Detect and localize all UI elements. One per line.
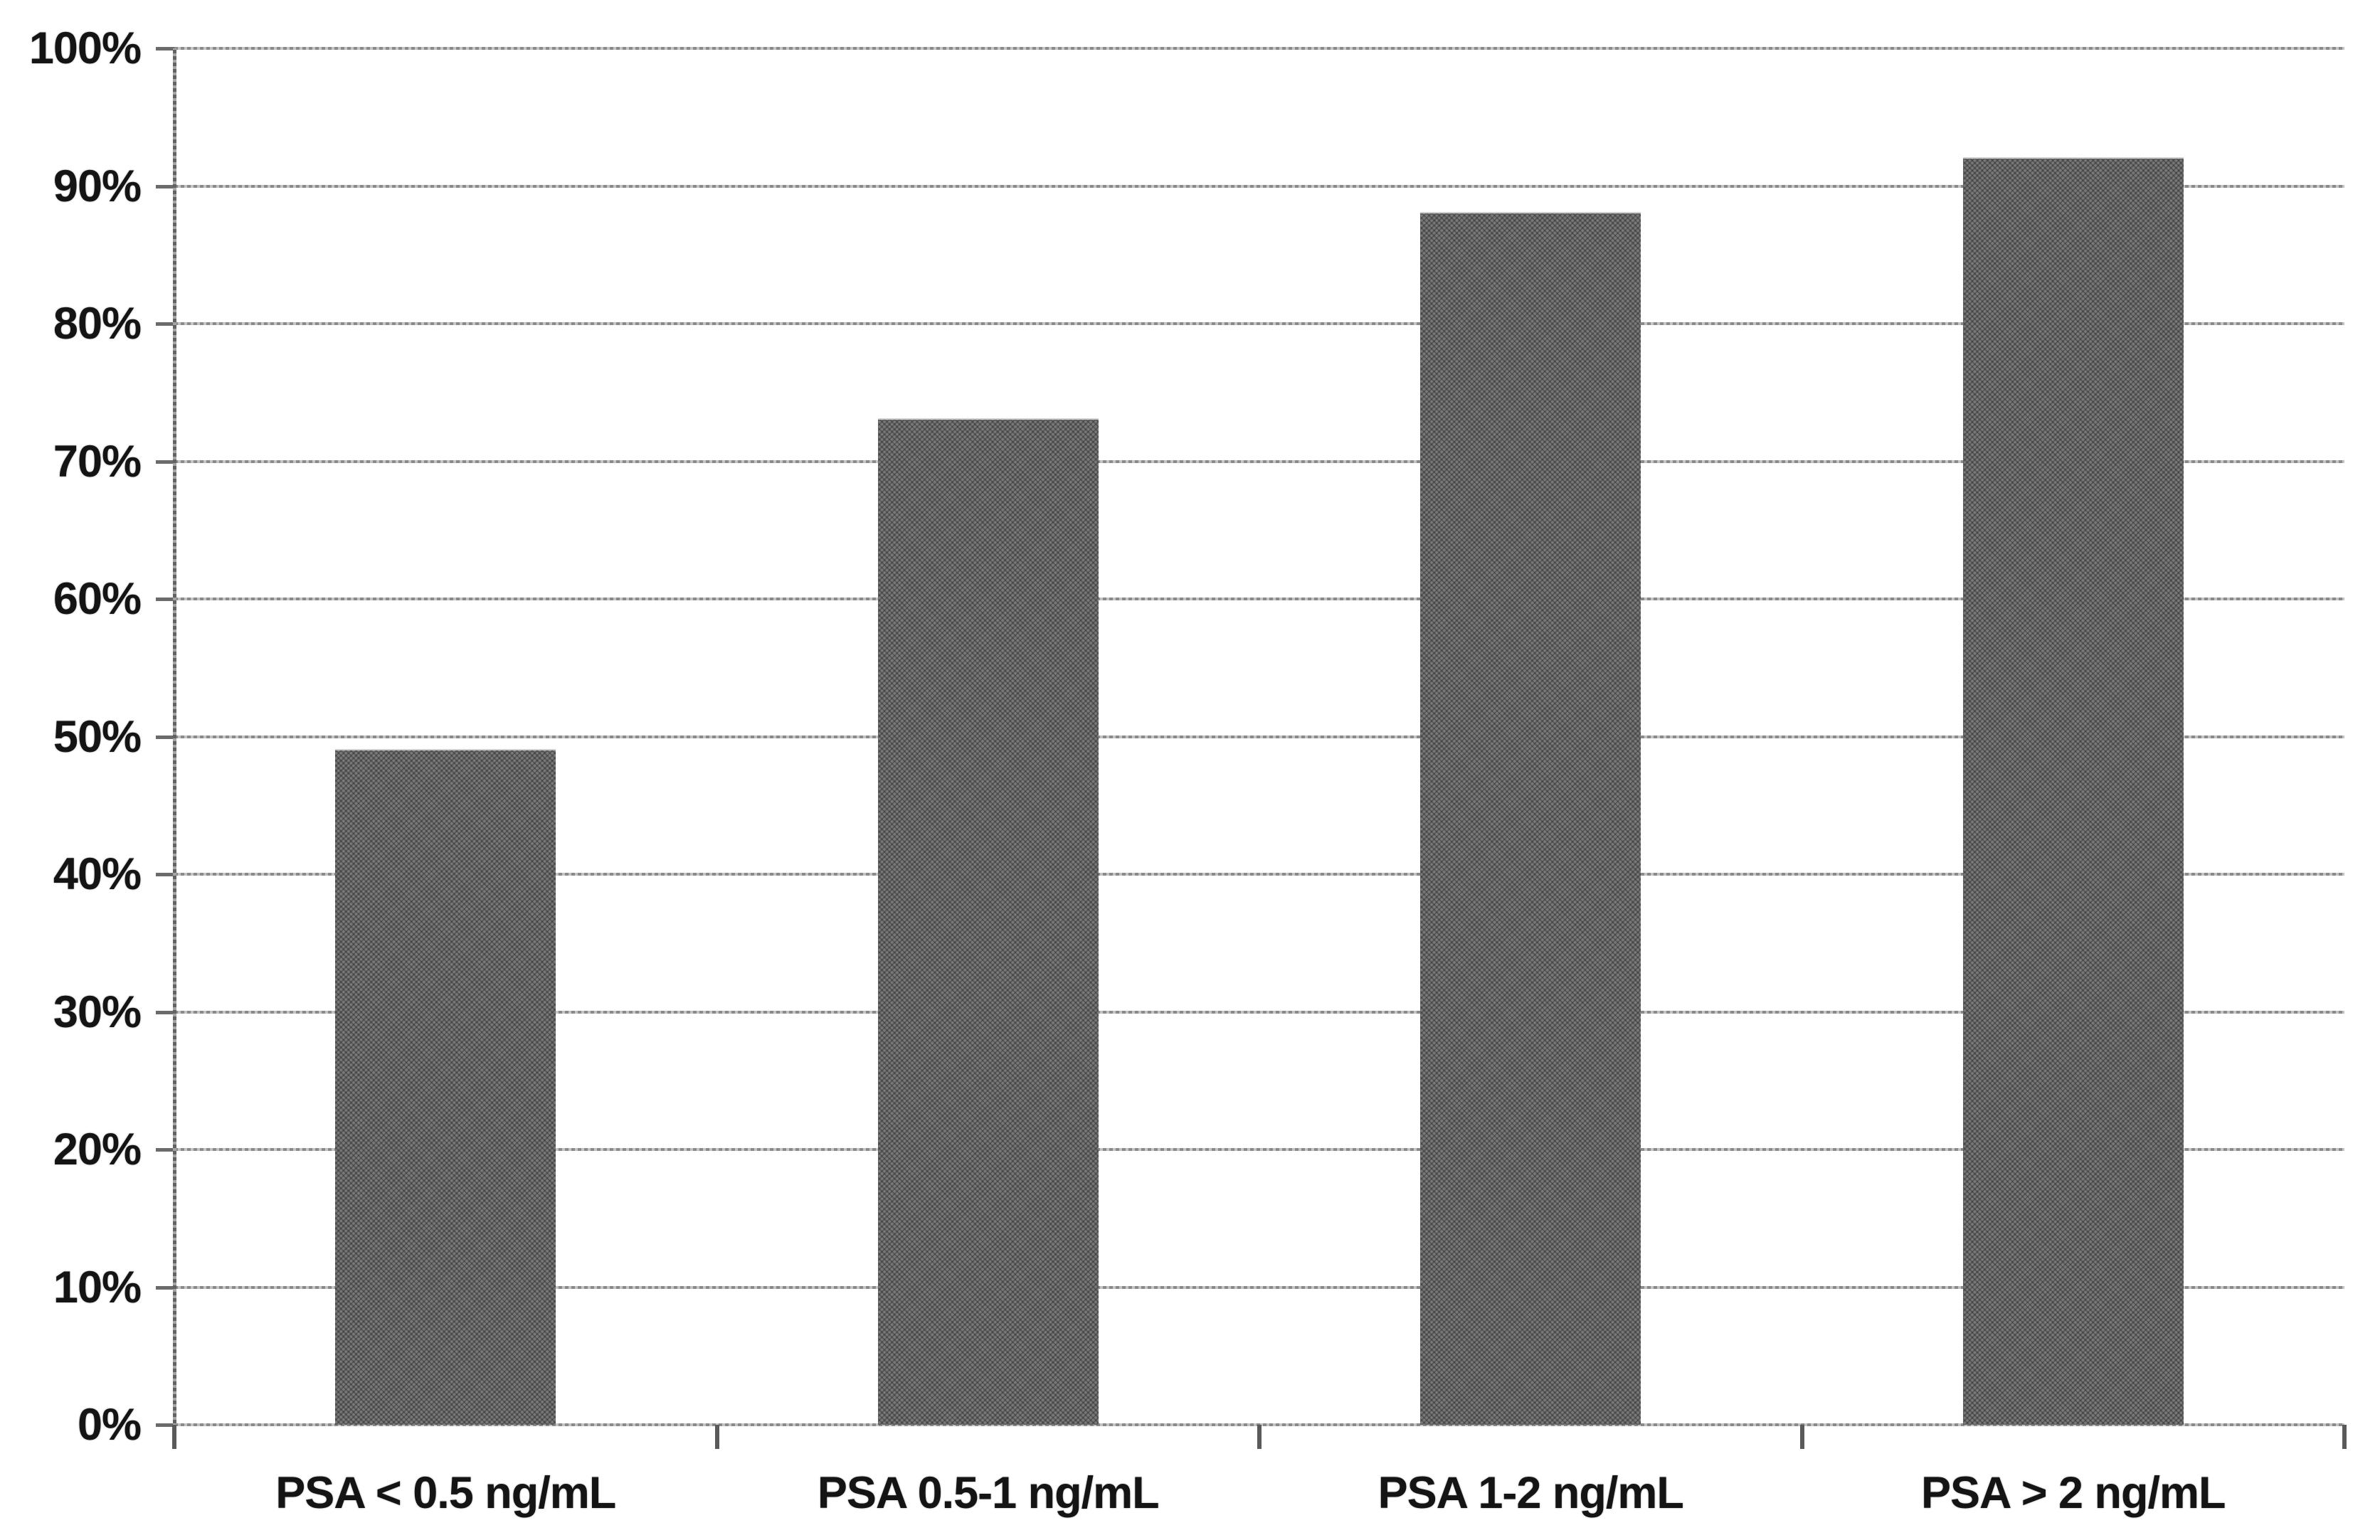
- y-axis-tick-0: [156, 1423, 174, 1427]
- y-tick-label-100: 100%: [28, 23, 142, 73]
- gridline-70: [174, 460, 2344, 463]
- y-tick-label-60: 60%: [53, 574, 142, 624]
- x-category-label-3: PSA 1-2 ng/mL: [1377, 1468, 1684, 1518]
- y-tick-label-10: 10%: [53, 1262, 142, 1312]
- y-axis-tick-50: [156, 735, 174, 739]
- y-tick-label-70: 70%: [53, 436, 142, 487]
- y-tick-label-40: 40%: [53, 849, 142, 899]
- y-axis-tick-40: [156, 873, 174, 876]
- y-axis-tick-70: [156, 460, 174, 464]
- x-axis-tick-2: [1257, 1425, 1262, 1449]
- bar-4: [1962, 158, 2184, 1425]
- x-category-label-2: PSA 0.5-1 ng/mL: [817, 1468, 1160, 1518]
- x-category-label-1: PSA < 0.5 ng/mL: [275, 1468, 616, 1518]
- gridline-100: [174, 47, 2344, 50]
- y-axis-tick-60: [156, 598, 174, 601]
- y-tick-label-20: 20%: [53, 1125, 142, 1174]
- x-axis-tick-4: [2342, 1425, 2347, 1449]
- bar-3: [1420, 213, 1641, 1425]
- y-axis-tick-90: [156, 184, 174, 188]
- y-axis-tick-30: [156, 1010, 174, 1014]
- x-category-label-4: PSA > 2 ng/mL: [1920, 1468, 2226, 1518]
- gridline-40: [174, 873, 2344, 876]
- y-tick-label-30: 30%: [53, 987, 142, 1037]
- x-axis-tick-0: [172, 1425, 176, 1449]
- y-tick-label-90: 90%: [53, 161, 142, 211]
- bar-1: [335, 750, 556, 1425]
- y-axis-tick-10: [156, 1285, 174, 1290]
- x-axis-tick-3: [1799, 1425, 1804, 1449]
- gridline-50: [174, 735, 2344, 738]
- y-tick-label-80: 80%: [53, 299, 142, 349]
- gridline-60: [174, 598, 2344, 600]
- gridline-30: [174, 1010, 2344, 1014]
- gridline-80: [174, 322, 2344, 325]
- gridline-10: [174, 1285, 2344, 1289]
- y-tick-label-0: 0%: [77, 1400, 142, 1450]
- bar-2: [877, 420, 1099, 1425]
- y-axis-line: [173, 48, 176, 1449]
- y-axis-tick-100: [156, 47, 174, 51]
- y-axis-tick-20: [156, 1148, 174, 1152]
- gridline-20: [174, 1148, 2344, 1151]
- x-axis-tick-1: [714, 1425, 719, 1449]
- y-tick-label-50: 50%: [53, 711, 142, 762]
- gridline-90: [174, 184, 2344, 188]
- y-axis-tick-80: [156, 322, 174, 326]
